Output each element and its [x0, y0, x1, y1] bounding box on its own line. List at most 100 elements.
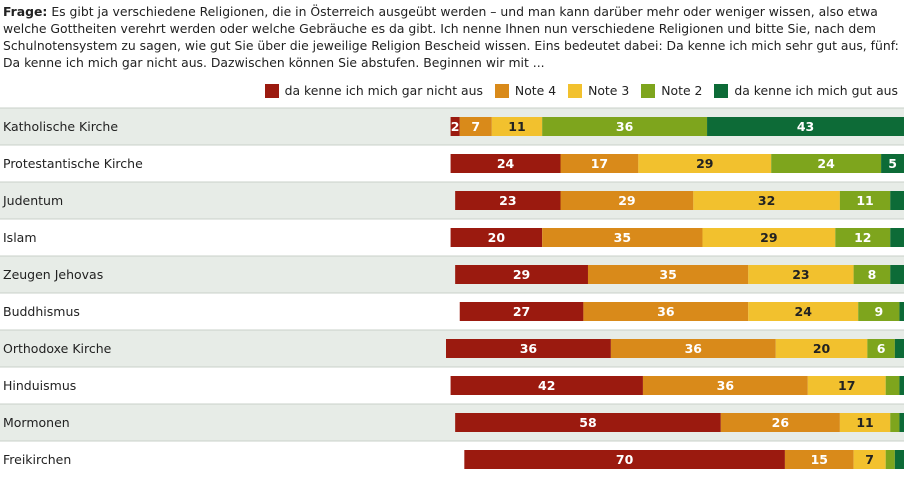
- bar-value-label: 9: [874, 304, 883, 319]
- legend-item-2: Note 4: [494, 83, 557, 98]
- bar-segment: [450, 228, 543, 247]
- bar-segment: [693, 191, 840, 210]
- bar-value-label: 35: [659, 267, 676, 282]
- category-label: Freikirchen: [3, 452, 71, 467]
- legend-label-3: Note 3: [588, 83, 630, 98]
- bar-value-label: 11: [508, 119, 525, 134]
- bar-value-label: 12: [854, 230, 871, 245]
- bar-segment: [858, 302, 900, 321]
- bar-segment: [771, 154, 882, 173]
- bar-segment: [885, 376, 900, 395]
- bar-segment: [542, 228, 703, 247]
- legend-swatch-2: [494, 83, 509, 98]
- bar-value-label: 36: [657, 304, 675, 319]
- bar-segment: [642, 376, 808, 395]
- bar-value-label: 29: [696, 156, 713, 171]
- legend: da kenne ich mich gar nicht aus Note 4 N…: [253, 83, 898, 98]
- legend-swatch-5: [714, 83, 729, 98]
- bar-segment: [839, 413, 891, 432]
- category-label: Katholische Kirche: [3, 119, 118, 134]
- bar-value-label: 11: [856, 415, 873, 430]
- bar-segment: [899, 376, 904, 395]
- bar-segment: [853, 450, 886, 469]
- bar-segment: [881, 154, 904, 173]
- legend-swatch-4: [641, 83, 656, 98]
- bar-value-label: 58: [579, 415, 596, 430]
- bar-segment: [899, 413, 904, 432]
- legend-item-3: Note 3: [568, 83, 629, 98]
- bar-segment: [446, 339, 611, 358]
- bar-value-label: 7: [471, 119, 480, 134]
- bar-value-label: 15: [811, 452, 828, 467]
- bar-segment: [450, 154, 561, 173]
- bar-segment: [587, 265, 749, 284]
- bar-value-label: 36: [616, 119, 634, 134]
- bar-value-label: 6: [877, 341, 886, 356]
- bar-value-label: 20: [813, 341, 831, 356]
- bar-segment: [748, 265, 854, 284]
- bar-segment: [450, 117, 460, 136]
- bar-segment: [459, 302, 584, 321]
- bar-value-label: 70: [616, 452, 634, 467]
- bar-segment: [583, 302, 749, 321]
- category-label: Orthodoxe Kirche: [3, 341, 112, 356]
- category-label: Islam: [3, 230, 37, 245]
- legend-label-2: Note 4: [514, 83, 557, 98]
- bar-value-label: 17: [838, 378, 855, 393]
- bar-value-label: 42: [538, 378, 555, 393]
- legend-swatch-1: [264, 83, 279, 98]
- question-text: Frage: Es gibt ja verschiedene Religione…: [3, 3, 901, 71]
- bar-segment: [890, 191, 904, 210]
- bar-value-label: 24: [497, 156, 515, 171]
- bar-value-label: 24: [795, 304, 813, 319]
- legend-item-5: da kenne ich mich gut aus: [714, 83, 898, 98]
- category-label: Judentum: [2, 193, 63, 208]
- bar-value-label: 29: [760, 230, 777, 245]
- bar-segment: [702, 228, 836, 247]
- bar-segment: [775, 339, 868, 358]
- bar-segment: [867, 339, 895, 358]
- bar-value-label: 20: [488, 230, 506, 245]
- bar-value-label: 36: [717, 378, 735, 393]
- bar-value-label: 17: [591, 156, 608, 171]
- bar-segment: [491, 117, 543, 136]
- bar-segment: [455, 265, 588, 284]
- bar-segment: [542, 117, 708, 136]
- bar-segment: [839, 191, 891, 210]
- legend-label-4: Note 2: [661, 83, 703, 98]
- bar-value-label: 8: [868, 267, 877, 282]
- legend-swatch-3: [568, 83, 583, 98]
- bar-segment: [835, 228, 891, 247]
- bar-segment: [890, 413, 900, 432]
- legend-item-1: da kenne ich mich gar nicht aus: [264, 83, 483, 98]
- bar-value-label: 24: [817, 156, 835, 171]
- bar-segment: [899, 302, 904, 321]
- bar-value-label: 23: [792, 267, 809, 282]
- bar-segment: [459, 117, 492, 136]
- bar-segment: [853, 265, 891, 284]
- bar-segment: [807, 376, 886, 395]
- bar-value-label: 29: [618, 193, 635, 208]
- bar-segment: [894, 339, 904, 358]
- bar-segment: [748, 302, 859, 321]
- bar-value-label: 27: [513, 304, 530, 319]
- category-label: Mormonen: [3, 415, 70, 430]
- bar-segment: [450, 376, 643, 395]
- bar-value-label: 29: [513, 267, 530, 282]
- category-label: Hinduismus: [3, 378, 76, 393]
- bar-value-label: 26: [772, 415, 790, 430]
- bar-value-label: 7: [865, 452, 874, 467]
- bar-segment: [560, 154, 639, 173]
- bar-value-label: 43: [797, 119, 814, 134]
- bar-segment: [638, 154, 772, 173]
- bar-value-label: 36: [685, 341, 703, 356]
- bar-segment: [707, 117, 904, 136]
- bar-value-label: 36: [520, 341, 538, 356]
- bar-segment: [560, 191, 694, 210]
- category-label: Buddhismus: [3, 304, 80, 319]
- legend-item-4: Note 2: [641, 83, 702, 98]
- bar-segment: [455, 191, 561, 210]
- bar-segment: [885, 450, 895, 469]
- bar-value-label: 23: [499, 193, 516, 208]
- category-label: Protestantische Kirche: [3, 156, 143, 171]
